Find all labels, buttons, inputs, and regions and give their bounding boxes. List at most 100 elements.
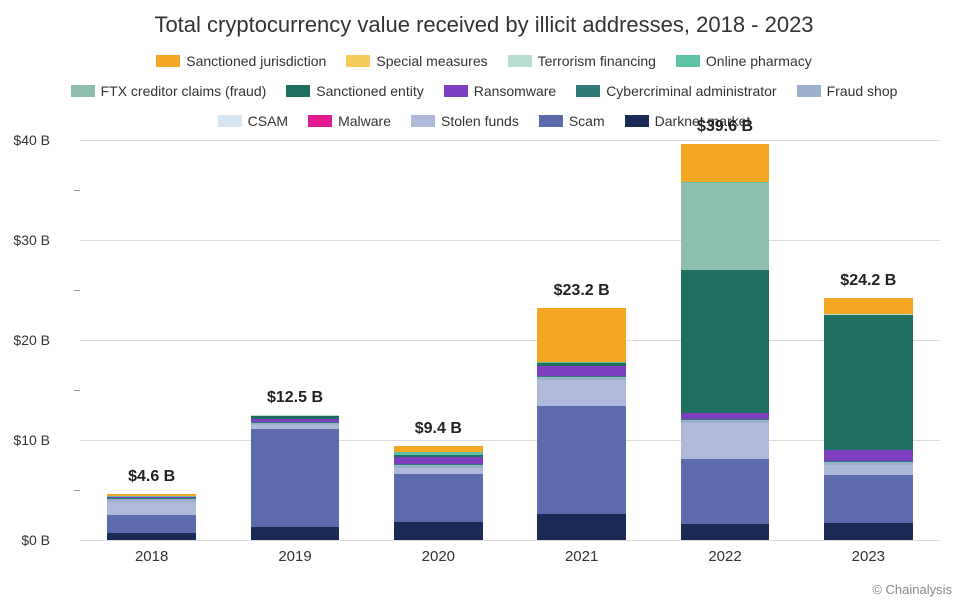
gridline <box>80 540 940 541</box>
y-tick-label: $0 B <box>21 532 50 548</box>
plot-area: $0 B$10 B$20 B$30 B$40 B2018$4.6 B2019$1… <box>80 140 940 540</box>
segment-sanctioned-jurisdiction <box>681 144 770 182</box>
legend-item-fraud-shop: Fraud shop <box>797 80 898 102</box>
gridline <box>80 240 940 241</box>
segment-ransomware <box>824 450 913 461</box>
gridline <box>80 440 940 441</box>
y-tick-minor <box>74 490 80 491</box>
bar-2023: $24.2 B <box>824 298 913 540</box>
bar-total-label: $9.4 B <box>415 420 462 438</box>
y-tick-minor <box>74 390 80 391</box>
bar-total-label: $12.5 B <box>267 389 323 407</box>
legend-swatch <box>411 115 435 127</box>
segment-ftx-creditor-claims-fraud <box>681 183 770 270</box>
legend-swatch <box>539 115 563 127</box>
bar-total-label: $24.2 B <box>840 272 896 290</box>
segment-scam <box>107 515 196 533</box>
legend-swatch <box>625 115 649 127</box>
bar-total-label: $39.6 B <box>697 118 753 136</box>
segment-darknet-market <box>394 522 483 540</box>
y-tick-label: $10 B <box>13 432 50 448</box>
legend-item-csam: CSAM <box>218 110 288 132</box>
segment-darknet-market <box>107 533 196 540</box>
segment-scam <box>251 429 340 527</box>
legend-swatch <box>508 55 532 67</box>
legend-item-sanctioned-entity: Sanctioned entity <box>286 80 423 102</box>
segment-scam <box>824 475 913 523</box>
legend-swatch <box>286 85 310 97</box>
bar-total-label: $23.2 B <box>554 282 610 300</box>
legend-item-stolen-funds: Stolen funds <box>411 110 519 132</box>
gridline <box>80 140 940 141</box>
legend-item-sanctioned-jurisdiction: Sanctioned jurisdiction <box>156 50 326 72</box>
bar-2020: $9.4 B <box>394 446 483 540</box>
legend-item-ransomware: Ransomware <box>444 80 556 102</box>
bar-2018: $4.6 B <box>107 494 196 540</box>
segment-scam <box>681 459 770 524</box>
legend-item-terrorism-financing: Terrorism financing <box>508 50 656 72</box>
segment-scam <box>537 406 626 514</box>
segment-sanctioned-jurisdiction <box>537 308 626 362</box>
segment-darknet-market <box>681 524 770 540</box>
legend-swatch <box>797 85 821 97</box>
segment-ransomware <box>537 366 626 376</box>
segment-stolen-funds <box>537 380 626 406</box>
legend-label: Stolen funds <box>441 110 519 132</box>
chart-title: Total cryptocurrency value received by i… <box>0 12 968 38</box>
segment-stolen-funds <box>107 502 196 515</box>
x-category-label: 2021 <box>565 548 598 565</box>
segment-ransomware <box>394 457 483 464</box>
y-tick-label: $40 B <box>13 132 50 148</box>
segment-stolen-funds <box>824 465 913 475</box>
legend-label: Fraud shop <box>827 80 898 102</box>
segment-sanctioned-entity <box>681 270 770 413</box>
legend-label: Ransomware <box>474 80 556 102</box>
legend-label: Malware <box>338 110 391 132</box>
legend-label: Cybercriminal administrator <box>606 80 776 102</box>
gridline <box>80 340 940 341</box>
legend-item-ftx-creditor-claims-fraud: FTX creditor claims (fraud) <box>71 80 267 102</box>
legend: Sanctioned jurisdiction Special measures T… <box>0 50 968 132</box>
legend-label: Terrorism financing <box>538 50 656 72</box>
legend-item-special-measures: Special measures <box>346 50 487 72</box>
x-category-label: 2018 <box>135 548 168 565</box>
legend-swatch <box>346 55 370 67</box>
legend-label: Sanctioned entity <box>316 80 423 102</box>
segment-scam <box>394 474 483 522</box>
segment-darknet-market <box>824 523 913 540</box>
legend-label: Special measures <box>376 50 487 72</box>
legend-swatch <box>576 85 600 97</box>
legend-swatch <box>676 55 700 67</box>
bar-2019: $12.5 B <box>251 415 340 540</box>
x-category-label: 2020 <box>422 548 455 565</box>
bar-2021: $23.2 B <box>537 308 626 540</box>
credit: © Chainalysis <box>872 582 952 597</box>
y-tick-label: $20 B <box>13 332 50 348</box>
legend-item-cybercriminal-admin: Cybercriminal administrator <box>576 80 776 102</box>
segment-darknet-market <box>251 527 340 540</box>
legend-item-online-pharmacy: Online pharmacy <box>676 50 812 72</box>
legend-label: Online pharmacy <box>706 50 812 72</box>
legend-label: Sanctioned jurisdiction <box>186 50 326 72</box>
segment-sanctioned-jurisdiction <box>824 298 913 314</box>
y-tick-minor <box>74 190 80 191</box>
segment-darknet-market <box>537 514 626 540</box>
legend-swatch <box>156 55 180 67</box>
legend-swatch <box>444 85 468 97</box>
legend-label: FTX creditor claims (fraud) <box>101 80 267 102</box>
bar-total-label: $4.6 B <box>128 468 175 486</box>
legend-swatch <box>308 115 332 127</box>
segment-sanctioned-entity <box>824 315 913 450</box>
x-category-label: 2023 <box>852 548 885 565</box>
y-tick-minor <box>74 290 80 291</box>
legend-item-malware: Malware <box>308 110 391 132</box>
legend-label: Scam <box>569 110 605 132</box>
bar-2022: $39.6 B <box>681 144 770 541</box>
x-category-label: 2019 <box>278 548 311 565</box>
x-category-label: 2022 <box>708 548 741 565</box>
legend-label: CSAM <box>248 110 288 132</box>
legend-swatch <box>71 85 95 97</box>
segment-stolen-funds <box>681 423 770 459</box>
legend-item-scam: Scam <box>539 110 605 132</box>
legend-swatch <box>218 115 242 127</box>
